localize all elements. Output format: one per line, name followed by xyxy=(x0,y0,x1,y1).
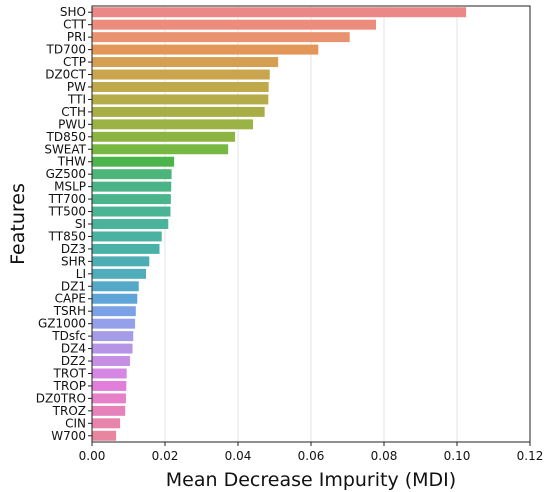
bar-tt500 xyxy=(92,206,171,217)
y-tick-label-mslp: MSLP xyxy=(54,180,86,194)
bar-dz1 xyxy=(92,281,139,292)
bar-ctp xyxy=(92,57,279,68)
bar-thw xyxy=(92,156,175,167)
bar-sweat xyxy=(92,144,229,155)
bar-dz2 xyxy=(92,356,130,367)
y-tick-label-ctt: CTT xyxy=(63,18,86,32)
y-tick-label-tdsfc: TDsfc xyxy=(51,329,86,343)
y-tick-label-dz1: DZ1 xyxy=(61,279,86,293)
y-tick-label-dz0ct: DZ0CT xyxy=(45,68,86,82)
y-tick-label-pwu: PWU xyxy=(58,117,86,131)
x-tick-label-5: 0.10 xyxy=(444,449,471,463)
bar-mslp xyxy=(92,181,172,192)
y-tick-label-cape: CAPE xyxy=(55,292,86,306)
bar-gz500 xyxy=(92,169,172,180)
y-tick-label-sho: SHO xyxy=(60,5,86,19)
x-tick-label-6: 0.12 xyxy=(517,449,544,463)
y-tick-label-trot: TROT xyxy=(53,366,87,380)
y-tick-label-troz: TROZ xyxy=(52,404,86,418)
bar-tt850 xyxy=(92,231,162,242)
bar-td700 xyxy=(92,44,319,55)
x-tick-label-4: 0.08 xyxy=(371,449,398,463)
bars xyxy=(92,7,467,441)
y-tick-label-tt500: TT500 xyxy=(48,205,86,219)
bar-pri xyxy=(92,32,350,43)
y-tick-label-li: LI xyxy=(76,267,86,281)
x-tick-label-2: 0.04 xyxy=(225,449,252,463)
y-tick-label-tt700: TT700 xyxy=(48,192,86,206)
bar-dz4 xyxy=(92,343,133,354)
y-tick-label-gz500: GZ500 xyxy=(46,167,86,181)
y-axis-title: Features xyxy=(7,183,29,265)
y-tick-label-gz1000: GZ1000 xyxy=(38,317,86,331)
y-tick-labels: SHOCTTPRITD700CTPDZ0CTPWTTICTHPWUTD850SW… xyxy=(36,5,92,443)
y-tick-label-dz4: DZ4 xyxy=(61,342,86,356)
x-tick-label-3: 0.06 xyxy=(298,449,325,463)
x-tick-label-1: 0.02 xyxy=(152,449,179,463)
bar-cth xyxy=(92,106,265,117)
bar-tt700 xyxy=(92,194,171,205)
y-tick-label-pw: PW xyxy=(67,80,86,94)
bar-w700 xyxy=(92,430,117,441)
x-tick-label-0: 0.00 xyxy=(79,449,106,463)
bar-trot xyxy=(92,368,127,379)
y-tick-label-thw: THW xyxy=(57,155,86,169)
y-tick-label-sweat: SWEAT xyxy=(44,142,86,156)
bar-shr xyxy=(92,256,150,267)
bar-sho xyxy=(92,7,467,18)
y-tick-label-td700: TD700 xyxy=(46,43,86,57)
y-tick-label-shr: SHR xyxy=(61,254,86,268)
bar-cape xyxy=(92,293,138,304)
bar-pw xyxy=(92,81,269,92)
bar-tsrh xyxy=(92,306,136,317)
bar-trop xyxy=(92,380,127,391)
x-axis-title: Mean Decrease Impurity (MDI) xyxy=(166,469,456,491)
bar-ctt xyxy=(92,19,376,30)
bar-dz0tro xyxy=(92,393,126,404)
y-tick-label-dz0tro: DZ0TRO xyxy=(36,391,86,405)
bar-cin xyxy=(92,418,121,429)
bar-si xyxy=(92,219,169,229)
y-tick-label-trop: TROP xyxy=(53,379,86,393)
y-tick-label-si: SI xyxy=(75,217,86,231)
y-tick-label-ctp: CTP xyxy=(63,55,86,69)
y-tick-label-dz3: DZ3 xyxy=(61,242,86,256)
y-tick-label-dz2: DZ2 xyxy=(61,354,86,368)
y-tick-label-td850: TD850 xyxy=(46,130,86,144)
bar-dz0ct xyxy=(92,69,270,80)
y-tick-label-cth: CTH xyxy=(61,105,86,119)
y-tick-label-tsrh: TSRH xyxy=(53,304,86,318)
y-tick-label-cin: CIN xyxy=(65,416,86,430)
bar-td850 xyxy=(92,131,236,142)
y-tick-label-pri: PRI xyxy=(67,30,86,44)
bar-troz xyxy=(92,405,126,416)
y-tick-label-tt850: TT850 xyxy=(48,229,86,243)
bar-dz3 xyxy=(92,243,160,254)
y-tick-label-tti: TTI xyxy=(67,92,86,106)
bar-tti xyxy=(92,94,269,105)
bar-li xyxy=(92,268,147,279)
x-tick-labels: 0.00 0.02 0.04 0.06 0.08 0.10 0.12 xyxy=(79,442,544,463)
y-tick-label-w700: W700 xyxy=(51,429,86,443)
bar-tdsfc xyxy=(92,331,134,342)
bar-gz1000 xyxy=(92,318,136,329)
bar-pwu xyxy=(92,119,253,130)
